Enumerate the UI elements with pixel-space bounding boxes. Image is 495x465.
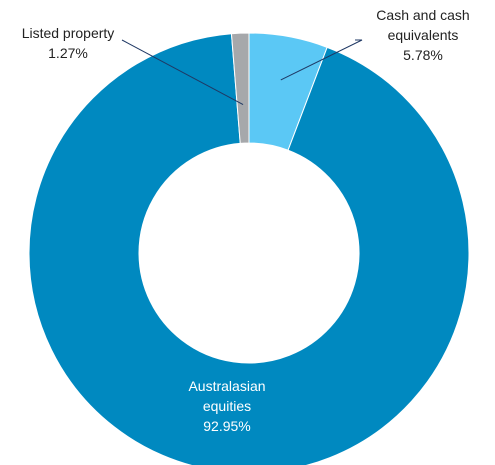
slice-name-label-listed-property: Listed property [22,25,115,41]
slice-australasian-equities [28,33,470,465]
leader-line-listed-property [121,39,244,106]
slice-listed-property [230,32,250,144]
slice-value-label-cash-and-cash-equivalents: 5.78% [403,47,443,63]
leader-line-cash-and-cash-equivalents [280,39,363,81]
slice-labels: Cash and cash equivalents 5.78% Australasia… [22,7,470,434]
slice-value-label-listed-property: 1.27% [48,45,88,61]
slice-name-label-australasian-equities: Australasian [188,378,265,394]
slice-value-label-australasian-equities: 92.95% [203,418,250,434]
slice-name-label-cash-and-cash-equivalents: Cash and cash [376,7,469,23]
slice-name-label-cash-and-cash-equivalents: equivalents [388,27,459,43]
donut-slices [28,32,470,465]
leader-lines [121,39,363,106]
slice-name-label-australasian-equities: equities [203,398,251,414]
